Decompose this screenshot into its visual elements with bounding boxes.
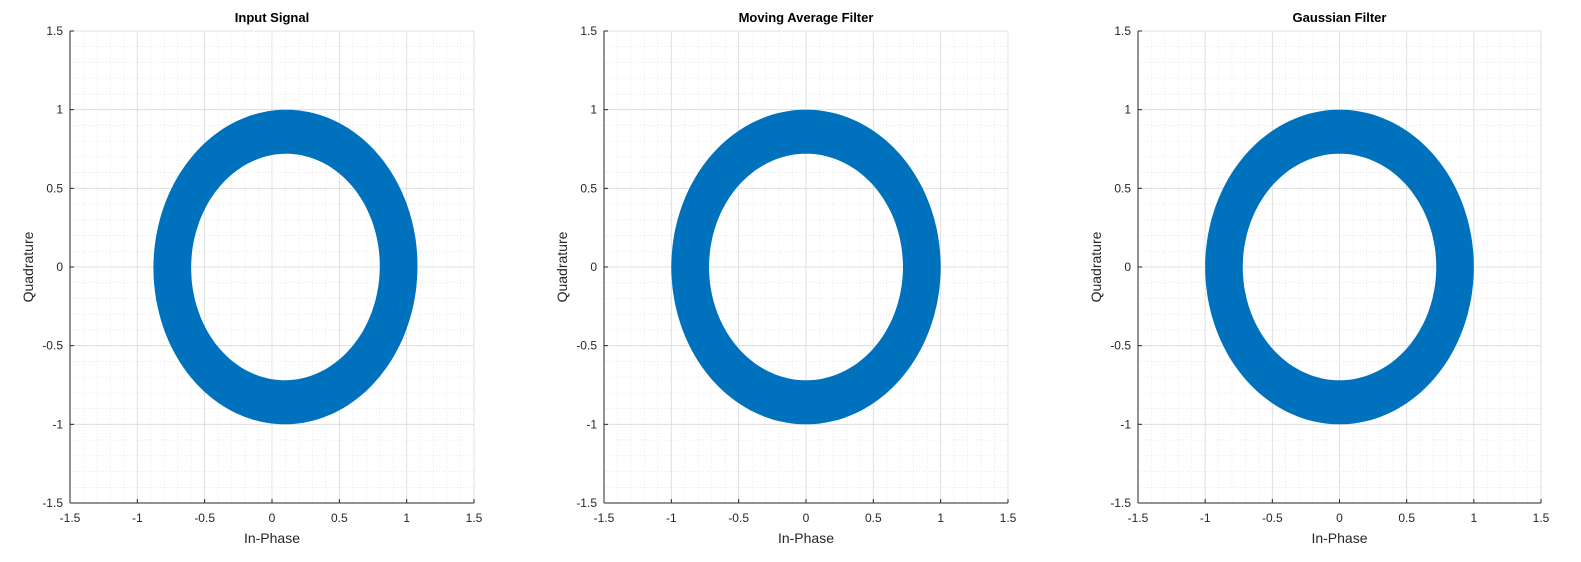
y-tick-label: -0.5 <box>576 339 597 353</box>
x-axis-label: In-Phase <box>778 530 834 546</box>
x-tick-label: 1 <box>403 511 410 525</box>
y-axis-label: Quadrature <box>554 231 570 302</box>
x-tick-label: 0.5 <box>331 511 348 525</box>
x-tick-label: -0.5 <box>728 511 749 525</box>
y-tick-label: -1.5 <box>42 496 63 510</box>
y-tick-label: 1.5 <box>46 24 63 38</box>
y-tick-label: -1.5 <box>576 496 597 510</box>
y-tick-label: 1.5 <box>1114 24 1131 38</box>
y-tick-label: 0 <box>56 260 63 274</box>
x-tick-label: 1.5 <box>1000 511 1017 525</box>
y-tick-label: 0 <box>1124 260 1131 274</box>
y-tick-label: 0.5 <box>46 181 63 195</box>
x-tick-label: -0.5 <box>1262 511 1283 525</box>
x-tick-label: -1.5 <box>1128 511 1149 525</box>
y-tick-label: -1 <box>1120 417 1131 431</box>
y-tick-label: 0.5 <box>1114 181 1131 195</box>
subplot-2: -1.5 -1 -0.5 0 0.5 1 1.5 -1.5 -1 -0.5 0 0.5 1 1.5 Movi… <box>554 10 1017 546</box>
x-tick-label: 1.5 <box>466 511 483 525</box>
y-tick-label: -1 <box>586 417 597 431</box>
x-tick-label: 0.5 <box>1398 511 1415 525</box>
subplot-3: -1.5 -1 -0.5 0 0.5 1 1.5 -1.5 -1 -0.5 0 0.5 1 1.5 Gaus… <box>1088 10 1550 546</box>
x-tick-label: 0 <box>803 511 810 525</box>
y-tick-label: 0.5 <box>580 181 597 195</box>
y-tick-label: -0.5 <box>1110 339 1131 353</box>
y-tick-label: 1.5 <box>580 24 597 38</box>
x-tick-label: 0.5 <box>865 511 882 525</box>
x-tick-label: 1.5 <box>1533 511 1550 525</box>
y-tick-label: -0.5 <box>42 339 63 353</box>
x-tick-label: 0 <box>269 511 276 525</box>
x-tick-label: -1.5 <box>594 511 615 525</box>
subplot-title: Gaussian Filter <box>1293 10 1387 25</box>
subplot-title: Input Signal <box>235 10 309 25</box>
x-tick-label: -1 <box>1200 511 1211 525</box>
x-tick-label: -1.5 <box>60 511 81 525</box>
x-tick-label: 0 <box>1336 511 1343 525</box>
x-axis-label: In-Phase <box>1311 530 1367 546</box>
subplot-title: Moving Average Filter <box>739 10 874 25</box>
y-tick-label: -1 <box>52 417 63 431</box>
y-axis-label: Quadrature <box>20 231 36 302</box>
y-tick-label: 1 <box>56 103 63 117</box>
y-tick-label: 1 <box>1124 103 1131 117</box>
x-tick-label: 1 <box>937 511 944 525</box>
x-axis-label: In-Phase <box>244 530 300 546</box>
y-tick-label: 0 <box>590 260 597 274</box>
x-tick-label: 1 <box>1470 511 1477 525</box>
x-tick-label: -0.5 <box>194 511 215 525</box>
x-tick-label: -1 <box>666 511 677 525</box>
subplot-1: -1.5 -1 -0.5 0 0.5 1 1.5 -1.5 -1 -0.5 0 0.5 1 1.5 Inpu… <box>20 10 483 546</box>
y-axis-label: Quadrature <box>1088 231 1104 302</box>
y-tick-label: -1.5 <box>1110 496 1131 510</box>
x-tick-label: -1 <box>132 511 143 525</box>
y-tick-label: 1 <box>590 103 597 117</box>
